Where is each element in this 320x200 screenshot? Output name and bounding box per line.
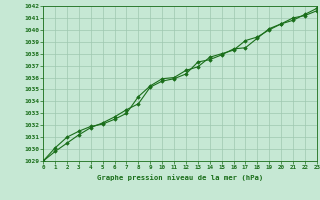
X-axis label: Graphe pression niveau de la mer (hPa): Graphe pression niveau de la mer (hPa) <box>97 174 263 181</box>
